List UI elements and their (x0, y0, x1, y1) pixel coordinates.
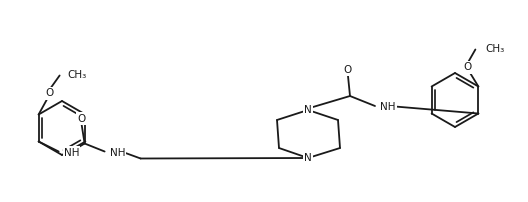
Text: NH: NH (110, 147, 125, 158)
Text: NH: NH (63, 147, 79, 158)
Text: CH₃: CH₃ (68, 69, 87, 80)
Text: O: O (463, 62, 472, 73)
Text: N: N (304, 105, 312, 115)
Text: NH: NH (380, 102, 395, 112)
Text: O: O (344, 65, 352, 75)
Text: O: O (45, 88, 54, 99)
Text: N: N (304, 153, 312, 163)
Text: CH₃: CH₃ (485, 44, 505, 55)
Text: O: O (78, 114, 86, 123)
